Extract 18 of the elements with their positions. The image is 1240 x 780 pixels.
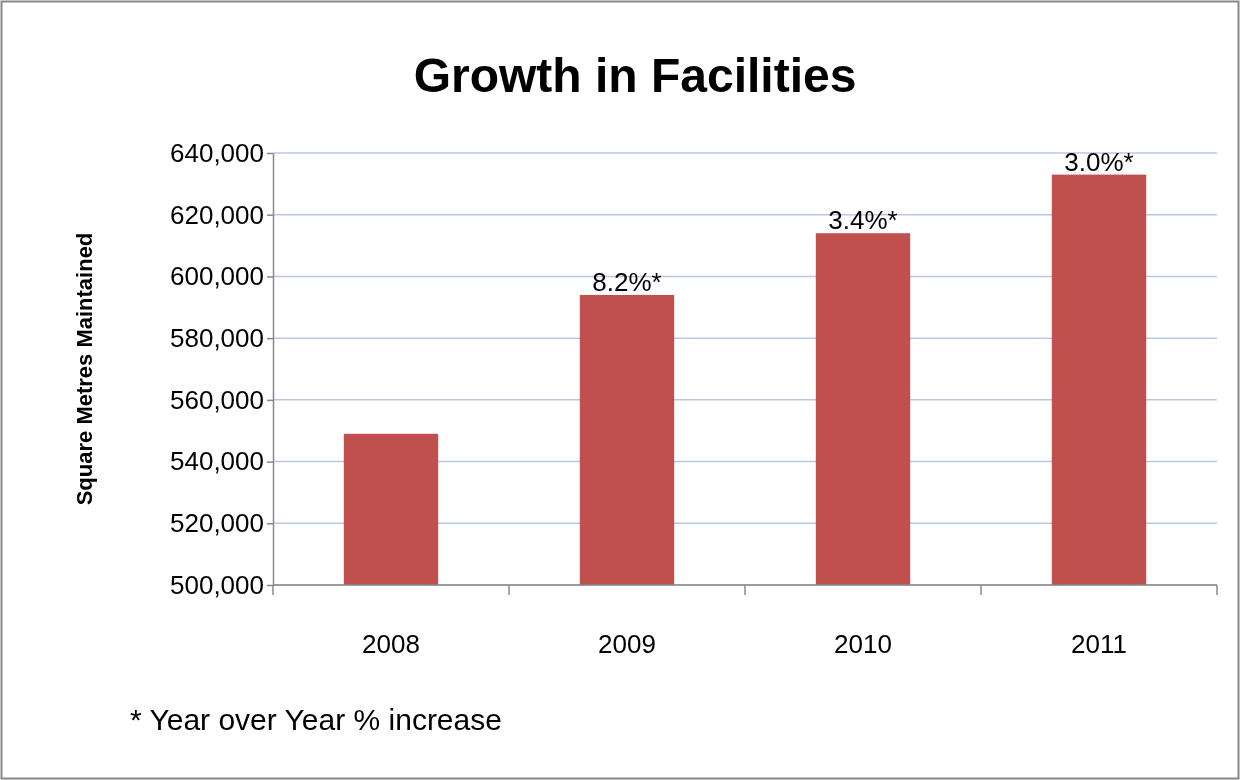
y-tick-label: 500,000	[170, 569, 264, 600]
y-tick-label: 540,000	[170, 446, 264, 477]
chart-title: Growth in Facilities	[413, 49, 857, 102]
text: * Year over Year % increase	[130, 703, 502, 736]
y-tick-label: 520,000	[170, 508, 264, 539]
x-tick-label: 2009	[598, 629, 656, 659]
y-tick-label: 620,000	[170, 199, 264, 230]
x-tick-label: 2010	[834, 629, 892, 659]
y-tick-label: 580,000	[170, 322, 264, 353]
annotation: 8.2%*	[592, 266, 662, 297]
annotation: 3.0%*	[1064, 146, 1134, 177]
y-axis-title: Square Metres Maintained	[72, 232, 97, 506]
x-tick-label: 2011	[1071, 629, 1127, 659]
annotation: 3.4%*	[828, 205, 898, 236]
y-tick-label: 560,000	[170, 384, 264, 415]
y-tick-label: 640,000	[170, 137, 264, 168]
x-tick-label: 2008	[362, 629, 420, 659]
y-tick-label: 600,000	[170, 261, 264, 292]
